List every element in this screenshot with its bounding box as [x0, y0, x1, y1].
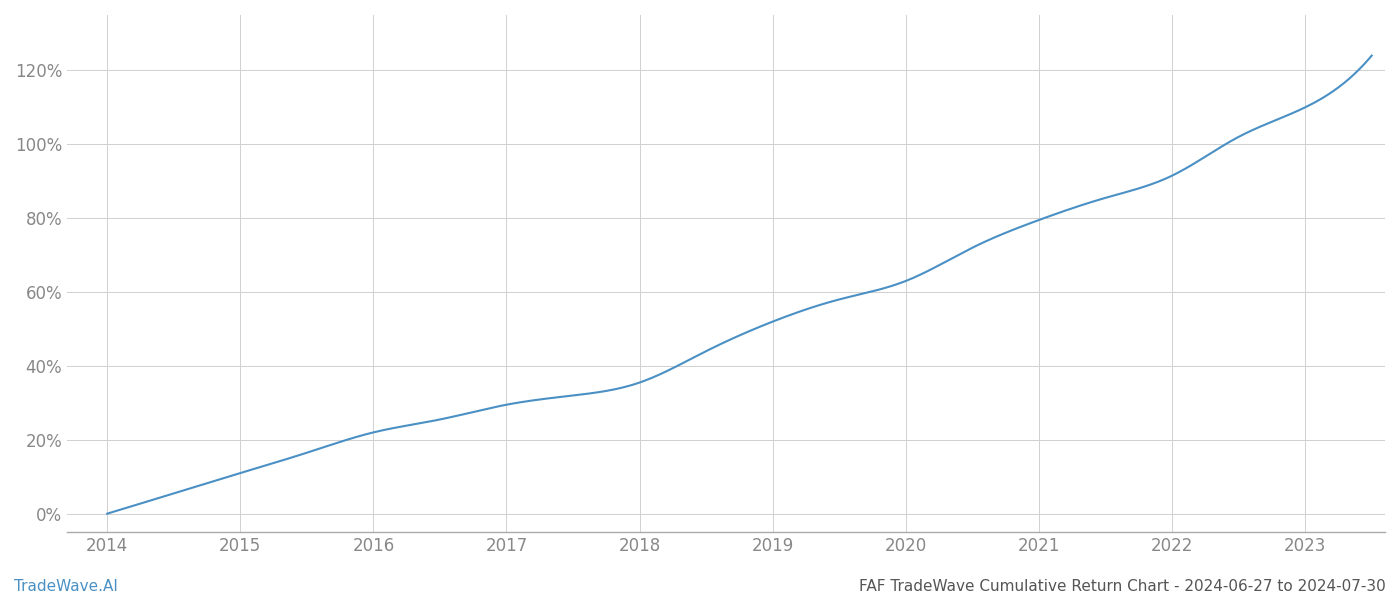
Text: TradeWave.AI: TradeWave.AI: [14, 579, 118, 594]
Text: FAF TradeWave Cumulative Return Chart - 2024-06-27 to 2024-07-30: FAF TradeWave Cumulative Return Chart - …: [860, 579, 1386, 594]
